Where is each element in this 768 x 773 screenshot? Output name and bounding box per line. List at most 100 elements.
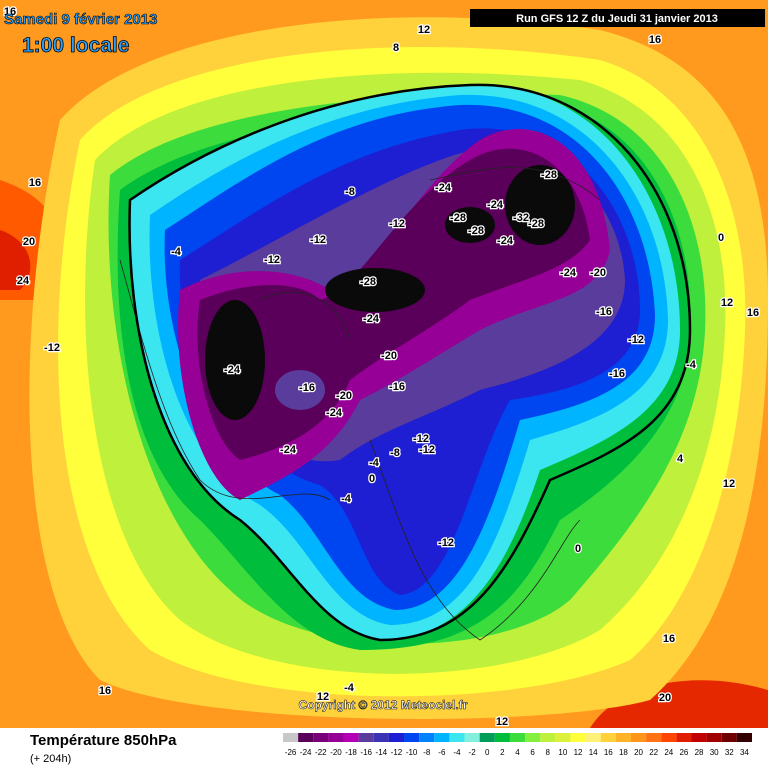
- scale-label: 4: [515, 748, 520, 757]
- scale-label: -4: [453, 748, 461, 757]
- color-cell: [494, 733, 510, 742]
- contour-label: 12: [496, 716, 508, 728]
- contour-label: 20: [659, 692, 671, 704]
- color-cell: [388, 733, 405, 742]
- contour-label: -24: [326, 407, 343, 419]
- contour-label: 12: [418, 24, 430, 36]
- scale-label: 34: [740, 748, 749, 757]
- scale-label: -8: [423, 748, 431, 757]
- scale-label: -20: [330, 748, 342, 757]
- contour-label: -24: [435, 182, 452, 194]
- color-cell: [328, 733, 344, 742]
- contour-label: -12: [389, 218, 405, 230]
- color-cell: [600, 733, 616, 742]
- contour-label: -12: [264, 254, 280, 266]
- color-cell: [449, 733, 465, 742]
- color-cell: [555, 733, 571, 742]
- color-cell: [525, 733, 541, 742]
- color-cell: [464, 733, 480, 742]
- scale-label: 20: [634, 748, 643, 757]
- lead-time: (+ 204h): [30, 753, 71, 765]
- contour-label: 20: [23, 236, 35, 248]
- contour-label: -24: [363, 313, 380, 325]
- contour-label: -4: [344, 682, 355, 694]
- contour-label: -4: [171, 246, 182, 258]
- color-cell: [585, 733, 601, 742]
- scale-label: 18: [619, 748, 628, 757]
- contour-label: 24: [17, 275, 30, 287]
- contour-label: -4: [341, 493, 352, 505]
- contour-label: -12: [310, 234, 326, 246]
- scale-label: 8: [546, 748, 551, 757]
- contour-label: -12: [44, 342, 60, 354]
- scale-label: 12: [574, 748, 583, 757]
- contour-label: -16: [609, 368, 625, 380]
- color-cell: [298, 733, 314, 742]
- color-cell: [343, 733, 359, 742]
- contour-label: -28: [468, 225, 484, 237]
- contour-label: 4: [677, 453, 684, 465]
- contour-labels: 16 8 12 16 16 20 24 -8 -12 -12 -12 -4 -28 -24 -24 -28 -2…: [3, 5, 761, 730]
- color-cell: [313, 733, 329, 742]
- copyright: Copyright © 2012 Meteociel.fr: [299, 698, 468, 712]
- contour-label: -32: [513, 212, 529, 224]
- scale-label: -14: [376, 748, 388, 757]
- forecast-time: 1:00 locale: [22, 34, 129, 57]
- color-cell: [358, 733, 374, 742]
- color-cell: [721, 733, 737, 742]
- color-cell: [736, 733, 752, 742]
- color-cell: [676, 733, 692, 742]
- contour-label: -8: [390, 447, 400, 459]
- contour-label: -24: [224, 364, 241, 376]
- contour-label: 12: [723, 478, 735, 490]
- contour-label: -20: [381, 350, 397, 362]
- contour-label: 0: [575, 543, 581, 555]
- scale-label: -18: [345, 748, 357, 757]
- scale-label: -12: [391, 748, 403, 757]
- contour-label: -4: [369, 457, 380, 469]
- color-cell: [630, 733, 647, 742]
- contour-label: 16: [649, 34, 661, 46]
- color-cell: [615, 733, 631, 742]
- color-cell: [404, 733, 420, 742]
- scale-label: 32: [725, 748, 734, 757]
- scale-label: -24: [300, 748, 312, 757]
- contour-label: -28: [528, 218, 544, 230]
- contour-label: 16: [4, 6, 16, 18]
- contour-label: -16: [299, 382, 315, 394]
- contour-label: -28: [541, 169, 557, 181]
- scale-label: -26: [285, 748, 297, 757]
- contour-label: 16: [29, 177, 41, 189]
- contour-label: -24: [497, 235, 514, 247]
- color-cell: [434, 733, 450, 742]
- color-cell: [479, 733, 495, 742]
- contour-label: -12: [419, 444, 435, 456]
- contour-label: 12: [721, 297, 733, 309]
- scale-label: -6: [438, 748, 446, 757]
- contour-label: -24: [560, 267, 577, 279]
- color-cell: [509, 733, 526, 742]
- coastlines: [119, 167, 601, 641]
- contour-label: -20: [336, 390, 352, 402]
- color-scale: -26 -24 -22 -20 -18 -16 -14 -12 -10 -8 -6 -4 -2 0 2 4 6 8…: [283, 733, 752, 757]
- contour-label: 8: [393, 42, 399, 54]
- color-cell: [661, 733, 677, 742]
- color-cell: [570, 733, 586, 742]
- scale-label: 22: [649, 748, 658, 757]
- scale-label: 26: [679, 748, 688, 757]
- contour-label: 16: [99, 685, 111, 697]
- color-cell: [373, 733, 389, 742]
- color-cell: [646, 733, 662, 742]
- contour-label: -28: [360, 276, 376, 288]
- run-info: Run GFS 12 Z du Jeudi 31 janvier 2013: [516, 13, 718, 25]
- contour-label: 16: [663, 633, 675, 645]
- contour-label: 0: [369, 473, 375, 485]
- contour-label: -12: [628, 334, 644, 346]
- contour-label: -16: [389, 381, 405, 393]
- scale-label: 0: [485, 748, 490, 757]
- contour-label: -16: [596, 306, 612, 318]
- scale-label: 2: [500, 748, 505, 757]
- scale-label: -2: [469, 748, 477, 757]
- field-title: Température 850hPa: [30, 732, 177, 749]
